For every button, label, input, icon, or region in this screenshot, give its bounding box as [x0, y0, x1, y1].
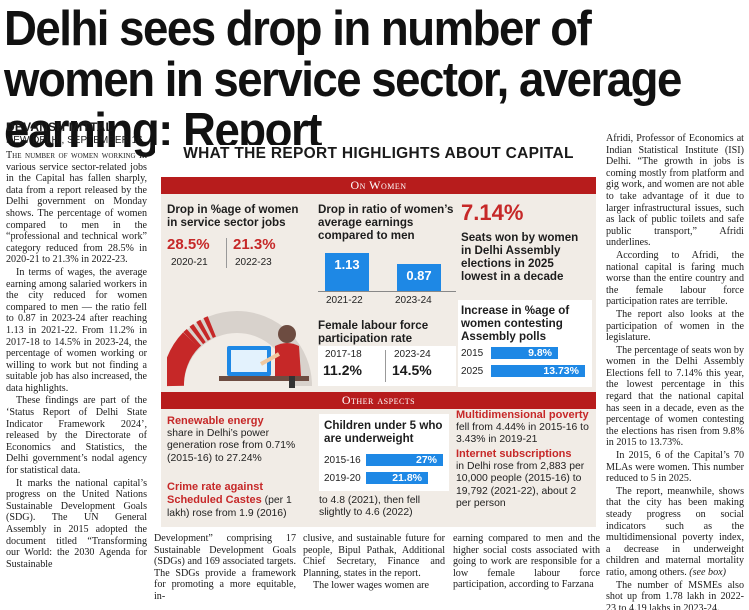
paragraph: The lower wages women are — [313, 580, 430, 592]
service-year-1: 2020-21 — [171, 257, 208, 268]
paragraph: In 2015, 6 of the Capital’s 70 MLAs were… — [606, 450, 744, 485]
article-column-3: Afridi, Professor of Economics at Indian… — [606, 133, 744, 610]
labour-value-1: 11.2% — [323, 362, 362, 378]
service-value-2: 21.3% — [233, 236, 276, 253]
paragraph: in various service sector-related jobs i… — [6, 150, 147, 266]
seats-text: Seats won by women in Delhi Assembly ele… — [461, 231, 579, 283]
crime-heading: Crime rate against Scheduled Castes — [167, 481, 263, 507]
paragraph: Afridi, Professor of Economics at Indian… — [606, 133, 744, 249]
labour-heading: Female labour force participation rate — [318, 319, 429, 345]
paragraph: The percentage of seats won by women in … — [606, 344, 744, 449]
internet-heading: Internet subscriptions — [456, 448, 572, 460]
underweight-bar-1: 27% — [366, 454, 443, 466]
earnings-bar-2: 0.87 — [397, 264, 441, 291]
seats-value: 7.14% — [461, 200, 524, 225]
poverty-heading: Multidimensional poverty — [456, 409, 589, 421]
other-aspects-panel: Renewable energy share in Delhi’s power … — [161, 409, 596, 527]
paragraph: It marks the national capital’s progress… — [6, 477, 147, 570]
underweight-heading: Children under 5 who are underweight — [324, 419, 443, 445]
divider — [385, 350, 386, 382]
service-jobs-heading: Drop in %age of women in service sector … — [167, 203, 299, 229]
contesting-year-1: 2015 — [461, 348, 484, 359]
contesting-bar-2: 13.73% — [491, 365, 585, 377]
highlights-graphic: WHAT THE REPORT HIGHLIGHTS ABOUT CAPITAL… — [155, 145, 602, 530]
crime-continued: to 4.8 (2021), then fell slightly to 4.6… — [319, 495, 421, 519]
paragraph: The report also looks at the participati… — [606, 308, 744, 344]
see-box-note: (see box) — [689, 566, 726, 578]
service-year-2: 2022-23 — [235, 257, 272, 268]
crime-block: Crime rate against Scheduled Castes (per… — [167, 481, 315, 520]
earnings-year-1: 2021-22 — [326, 295, 363, 306]
article-column-2c: earning compared to men and the higher s… — [453, 533, 600, 591]
contesting-heading: Increase in %age of women contesting Ass… — [461, 304, 570, 343]
article-column-1: The number of women working in various s… — [6, 150, 147, 571]
renewable-heading: Renewable energy — [167, 415, 264, 427]
paragraph: In terms of wages, the average earning a… — [6, 266, 147, 394]
paragraph: According to Afridi, the national capita… — [606, 249, 744, 308]
on-women-band: On Women — [161, 177, 596, 194]
article-column-2b: clusive, and sustainable future for peop… — [303, 533, 445, 593]
woman-at-desk-illustration — [167, 311, 312, 388]
underweight-bar-2: 21.8% — [366, 472, 428, 484]
poverty-text: fell from 4.44% in 2015-16 to 3.43% in 2… — [456, 422, 589, 446]
paragraph-text: The report, meanwhile, shows that the ci… — [606, 485, 744, 578]
earnings-year-2: 2023-24 — [395, 295, 432, 306]
internet-text: in Delhi rose from 2,883 per 10,000 peop… — [456, 461, 585, 509]
graphic-title: WHAT THE REPORT HIGHLIGHTS ABOUT CAPITAL — [183, 145, 574, 162]
dateline: NEW DELHI, SEPTEMBER 16 — [6, 135, 143, 146]
underweight-year-2: 2019-20 — [324, 473, 361, 484]
baseline — [318, 291, 456, 292]
article-column-2a: Development” comprising 17 Sustainable D… — [154, 533, 296, 602]
labour-year-1: 2017-18 — [325, 349, 362, 360]
paragraph: The report, meanwhile, shows that the ci… — [606, 486, 744, 579]
labour-box — [318, 346, 456, 386]
paragraph: These findings are part of the ‘Status R… — [6, 395, 147, 477]
paragraph: The number of MSMEs also shot up from 1.… — [606, 579, 744, 610]
on-women-panel: Drop in %age of women in service sector … — [161, 194, 596, 392]
crime-text: (per 1 lakh) rose from 1.9 (2016) — [167, 495, 292, 519]
underweight-year-1: 2015-16 — [324, 455, 361, 466]
other-aspects-band: Other aspects — [161, 392, 596, 409]
service-value-1: 28.5% — [167, 236, 210, 253]
renewable-text: share in Delhi’s power generation rose f… — [167, 428, 296, 464]
paragraph: clusive, and sustainable future for peop… — [303, 533, 445, 579]
contesting-bar-1: 9.8% — [491, 347, 558, 359]
labour-year-2: 2023-24 — [394, 349, 431, 360]
byline: DEVANSH MITTAL NEW DELHI, SEPTEMBER 16 — [6, 120, 143, 146]
divider — [226, 238, 227, 268]
earnings-heading: Drop in ratio of women’s average earning… — [318, 203, 454, 242]
labour-value-2: 14.5% — [392, 362, 432, 378]
earnings-bar-1: 1.13 — [325, 253, 369, 291]
lead-in: The number of women working — [6, 150, 136, 161]
author: DEVANSH MITTAL — [6, 120, 114, 134]
contesting-year-2: 2025 — [461, 366, 484, 377]
headline: Delhi sees drop in number of women in se… — [4, 2, 682, 158]
